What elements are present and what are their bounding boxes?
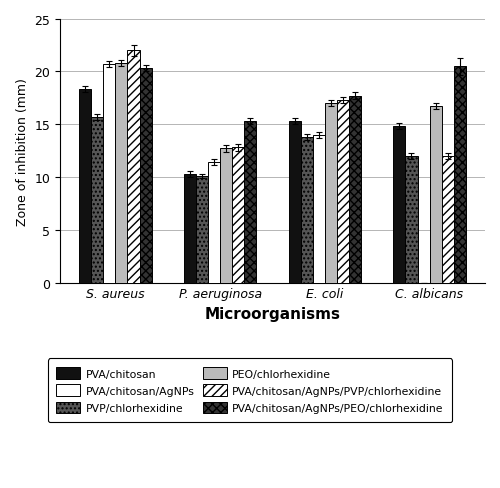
- Bar: [244, 122, 256, 283]
- X-axis label: Microorganisms: Microorganisms: [204, 306, 340, 322]
- Bar: [349, 97, 361, 283]
- Y-axis label: Zone of inhibition (mm): Zone of inhibition (mm): [16, 78, 29, 225]
- Bar: [325, 104, 337, 283]
- Bar: [128, 51, 140, 283]
- Bar: [454, 67, 466, 283]
- Bar: [394, 127, 406, 283]
- Bar: [232, 148, 244, 283]
- Bar: [442, 157, 454, 283]
- Bar: [80, 90, 92, 283]
- Bar: [313, 136, 325, 283]
- Bar: [301, 138, 313, 283]
- Bar: [337, 101, 349, 283]
- Bar: [406, 157, 417, 283]
- Bar: [288, 122, 301, 283]
- Bar: [208, 163, 220, 283]
- Bar: [196, 177, 208, 283]
- Bar: [104, 65, 116, 283]
- Bar: [92, 118, 104, 283]
- Bar: [430, 107, 442, 283]
- Bar: [184, 175, 196, 283]
- Legend: PVA/chitosan, PVA/chitosan/AgNPs, PVP/chlorhexidine, PEO/chlorhexidine, PVA/chit: PVA/chitosan, PVA/chitosan/AgNPs, PVP/ch…: [48, 359, 452, 422]
- Bar: [220, 149, 232, 283]
- Bar: [116, 64, 128, 283]
- Bar: [140, 69, 151, 283]
